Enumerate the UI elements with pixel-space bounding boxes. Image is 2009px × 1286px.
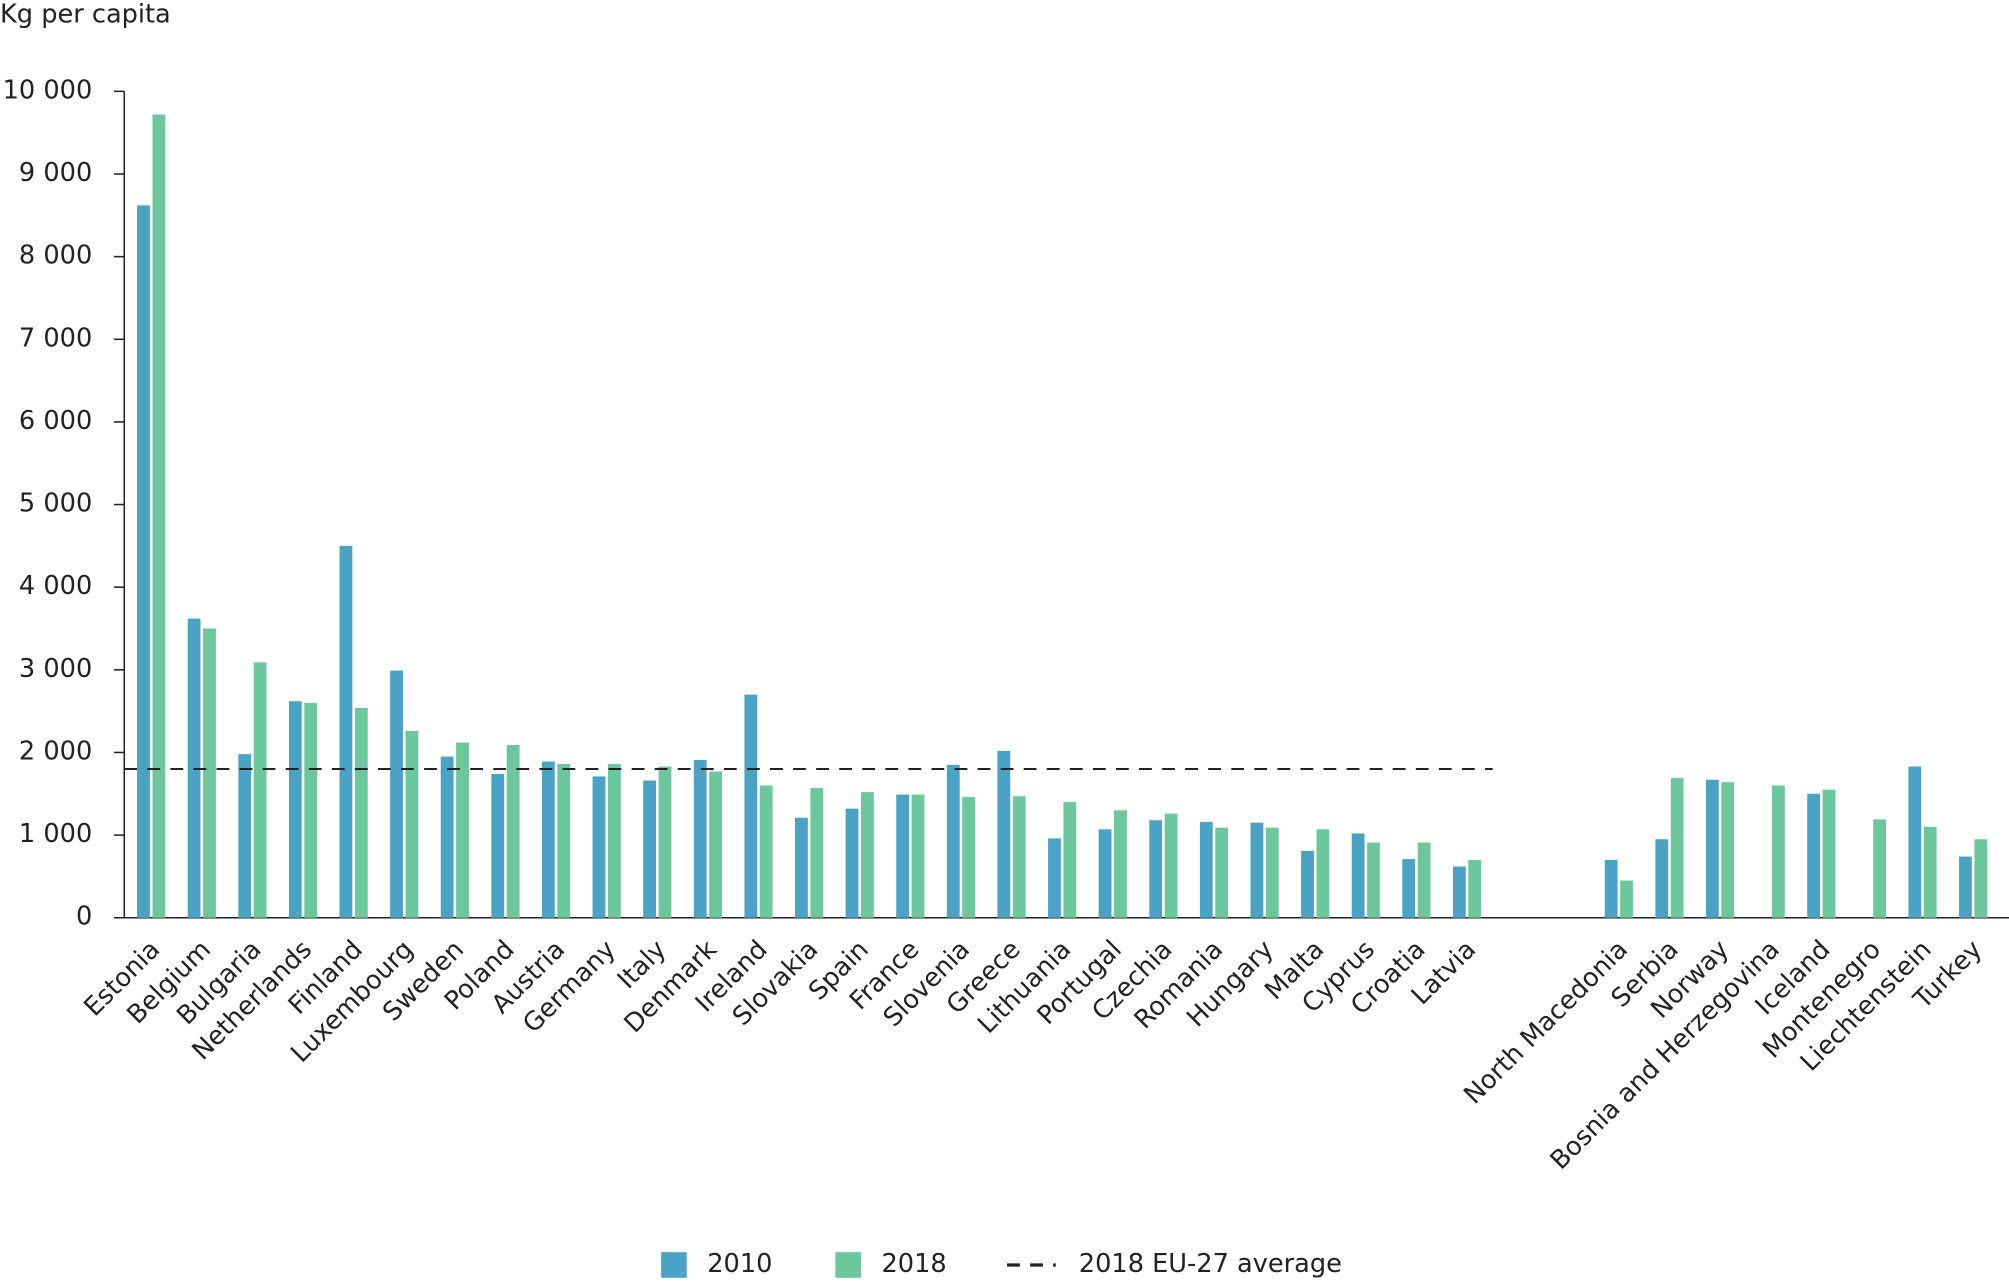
bar: [203, 628, 216, 918]
bar: [1316, 829, 1330, 918]
bar: [1604, 859, 1618, 918]
bar: [1199, 821, 1213, 918]
bar: [1468, 859, 1482, 918]
y-tick-label: 3 000: [19, 654, 92, 684]
y-tick-label: 1 000: [19, 819, 92, 849]
bar: [1063, 802, 1077, 918]
bar: [390, 670, 403, 918]
y-tick-label: 4 000: [19, 571, 92, 601]
bar: [861, 792, 874, 918]
bar: [643, 780, 656, 918]
bar: [1048, 838, 1061, 918]
bar: [339, 545, 353, 918]
bar: [1351, 833, 1365, 918]
bar: [1655, 839, 1669, 918]
bar: [795, 817, 808, 918]
y-tick-label: 9 000: [19, 158, 92, 188]
bar: [557, 764, 571, 918]
y-tick-label: 10 000: [3, 75, 93, 105]
bar: [759, 785, 773, 918]
bar: [1265, 827, 1279, 918]
bar: [607, 764, 621, 918]
y-tick-label: 5 000: [19, 489, 92, 519]
bar: [1114, 810, 1127, 918]
bar: [1959, 856, 1972, 918]
y-axis-title: Kg per capita: [0, 0, 171, 30]
y-tick-label: 6 000: [19, 406, 92, 436]
bar: [911, 794, 925, 918]
bar: [1098, 829, 1112, 918]
legend-swatch: [835, 1252, 861, 1278]
bar: [1164, 813, 1178, 918]
y-tick-label: 2 000: [19, 736, 92, 766]
bar: [253, 662, 267, 918]
bar: [658, 766, 672, 918]
y-tick-label: 7 000: [19, 323, 92, 353]
bar: [1908, 766, 1922, 918]
legend-label: 2018: [882, 1249, 947, 1279]
bar: [1149, 820, 1163, 918]
bar: [1250, 822, 1264, 918]
bar: [1807, 793, 1821, 918]
bar: [1873, 819, 1886, 918]
bar: [288, 701, 302, 918]
legend-swatch: [661, 1252, 687, 1278]
bar: [946, 764, 960, 918]
bar: [456, 742, 469, 918]
bar: [693, 759, 707, 918]
bar: [152, 114, 166, 918]
bar: [1822, 789, 1836, 918]
bar: [1402, 859, 1416, 918]
bar: [304, 702, 318, 918]
legend-label: 2018 EU-27 average: [1079, 1249, 1342, 1279]
bar: [1012, 796, 1026, 918]
bar: [1721, 782, 1735, 918]
bar: [962, 797, 976, 918]
bar: [997, 750, 1011, 918]
y-tick-label: 0: [76, 902, 92, 932]
bar: [137, 205, 150, 918]
bar: [238, 754, 252, 918]
bar: [1974, 839, 1988, 918]
bar: [709, 771, 722, 918]
bar: [1367, 842, 1380, 918]
y-tick-label: 8 000: [19, 241, 92, 271]
bar: [506, 745, 520, 918]
bar: [1923, 826, 1937, 918]
x-tick-label: North Macedonia: [1458, 935, 1634, 1111]
bar: [1670, 778, 1684, 918]
legend-label: 2010: [707, 1249, 772, 1279]
bar: [440, 756, 454, 918]
bar: [1215, 827, 1229, 918]
bar: [1301, 850, 1314, 918]
bar: [810, 788, 824, 918]
bar: [1417, 842, 1431, 918]
bar: [1452, 866, 1466, 918]
bar: [896, 794, 910, 918]
bar: [541, 761, 555, 918]
bar: [354, 707, 368, 918]
bar: [744, 694, 758, 918]
bar: [845, 808, 859, 918]
bar: [405, 730, 419, 918]
bar: [1620, 880, 1633, 918]
bar: [592, 776, 606, 918]
bar: [1771, 785, 1785, 918]
bar: [1705, 779, 1719, 918]
bar: [491, 773, 505, 918]
